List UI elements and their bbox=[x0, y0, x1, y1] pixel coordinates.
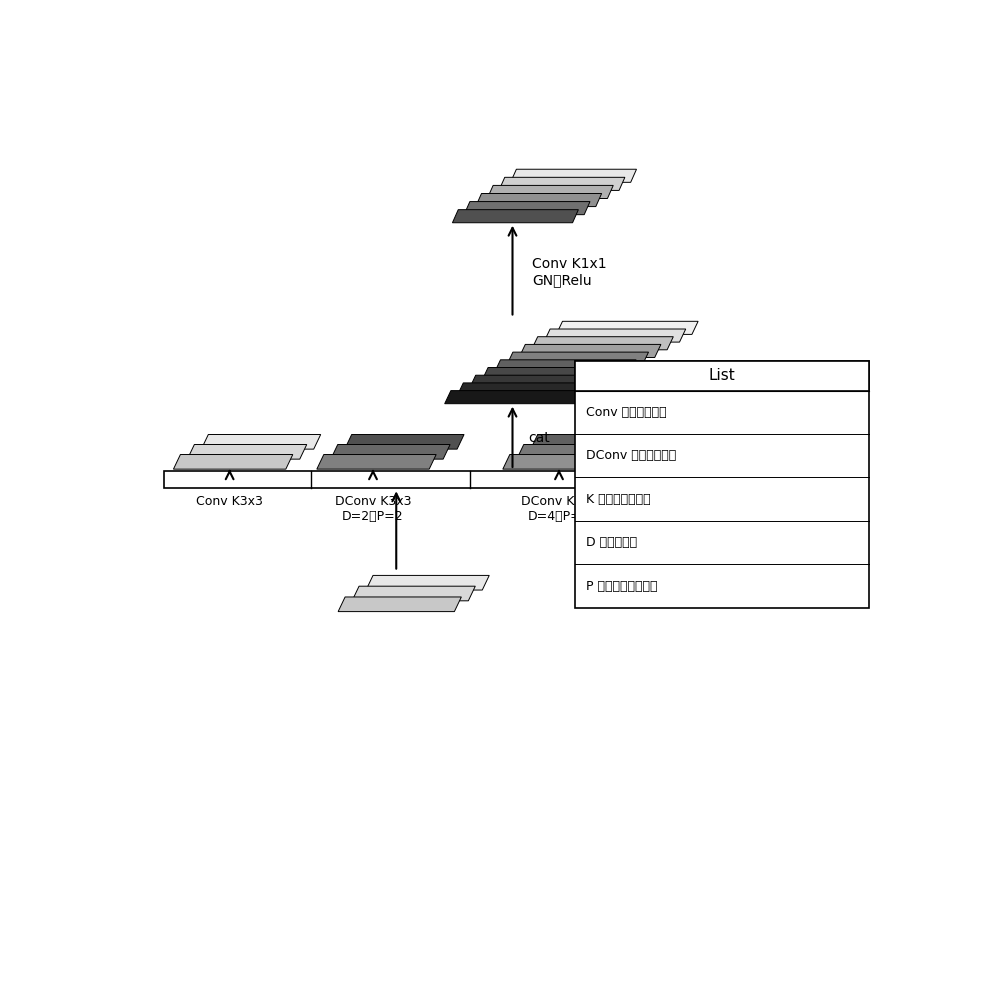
Polygon shape bbox=[517, 445, 636, 459]
Polygon shape bbox=[201, 435, 321, 449]
Text: List: List bbox=[708, 368, 735, 383]
Polygon shape bbox=[452, 210, 578, 223]
Text: cat: cat bbox=[528, 431, 550, 445]
Polygon shape bbox=[707, 445, 826, 459]
Polygon shape bbox=[476, 193, 602, 207]
Text: Conv K1x1
GN、Relu: Conv K1x1 GN、Relu bbox=[532, 257, 606, 287]
Text: Conv K3x3: Conv K3x3 bbox=[196, 495, 263, 508]
Polygon shape bbox=[445, 391, 587, 404]
Text: DConv K3x3
D=2、P=2: DConv K3x3 D=2、P=2 bbox=[335, 495, 411, 523]
Text: D 表示空洞率: D 表示空洞率 bbox=[586, 537, 637, 549]
Polygon shape bbox=[487, 185, 613, 198]
Polygon shape bbox=[352, 586, 475, 601]
Text: K 表示卷积核大小: K 表示卷积核大小 bbox=[586, 493, 651, 506]
Text: Conv 表示普通卷积: Conv 表示普通卷积 bbox=[586, 406, 667, 419]
Text: DConv K3x3
D=4、P=4: DConv K3x3 D=4、P=4 bbox=[521, 495, 597, 523]
Polygon shape bbox=[187, 445, 307, 459]
Polygon shape bbox=[457, 383, 599, 396]
Bar bbox=[164, 471, 861, 488]
Polygon shape bbox=[511, 169, 637, 182]
Polygon shape bbox=[531, 337, 673, 349]
Polygon shape bbox=[556, 322, 698, 335]
Polygon shape bbox=[721, 435, 840, 449]
Polygon shape bbox=[469, 375, 611, 388]
Polygon shape bbox=[317, 454, 436, 469]
Polygon shape bbox=[503, 454, 622, 469]
Polygon shape bbox=[338, 597, 461, 612]
Bar bbox=[574, 361, 869, 608]
Polygon shape bbox=[544, 329, 686, 343]
Polygon shape bbox=[494, 359, 636, 373]
Polygon shape bbox=[519, 345, 661, 357]
Text: DConv 表示空洞卷积: DConv 表示空洞卷积 bbox=[586, 449, 676, 462]
Polygon shape bbox=[345, 435, 464, 449]
Polygon shape bbox=[531, 435, 650, 449]
Text: DConv K3x3
D=6、P=6: DConv K3x3 D=6、P=6 bbox=[711, 495, 787, 523]
Polygon shape bbox=[173, 454, 293, 469]
Polygon shape bbox=[499, 177, 625, 190]
Polygon shape bbox=[693, 454, 812, 469]
Polygon shape bbox=[464, 202, 590, 215]
Polygon shape bbox=[507, 352, 649, 365]
Polygon shape bbox=[482, 367, 624, 380]
Polygon shape bbox=[331, 445, 450, 459]
Text: P 表示边缘填充大小: P 表示边缘填充大小 bbox=[586, 579, 658, 593]
Polygon shape bbox=[366, 575, 489, 590]
Bar bbox=[574, 361, 869, 391]
